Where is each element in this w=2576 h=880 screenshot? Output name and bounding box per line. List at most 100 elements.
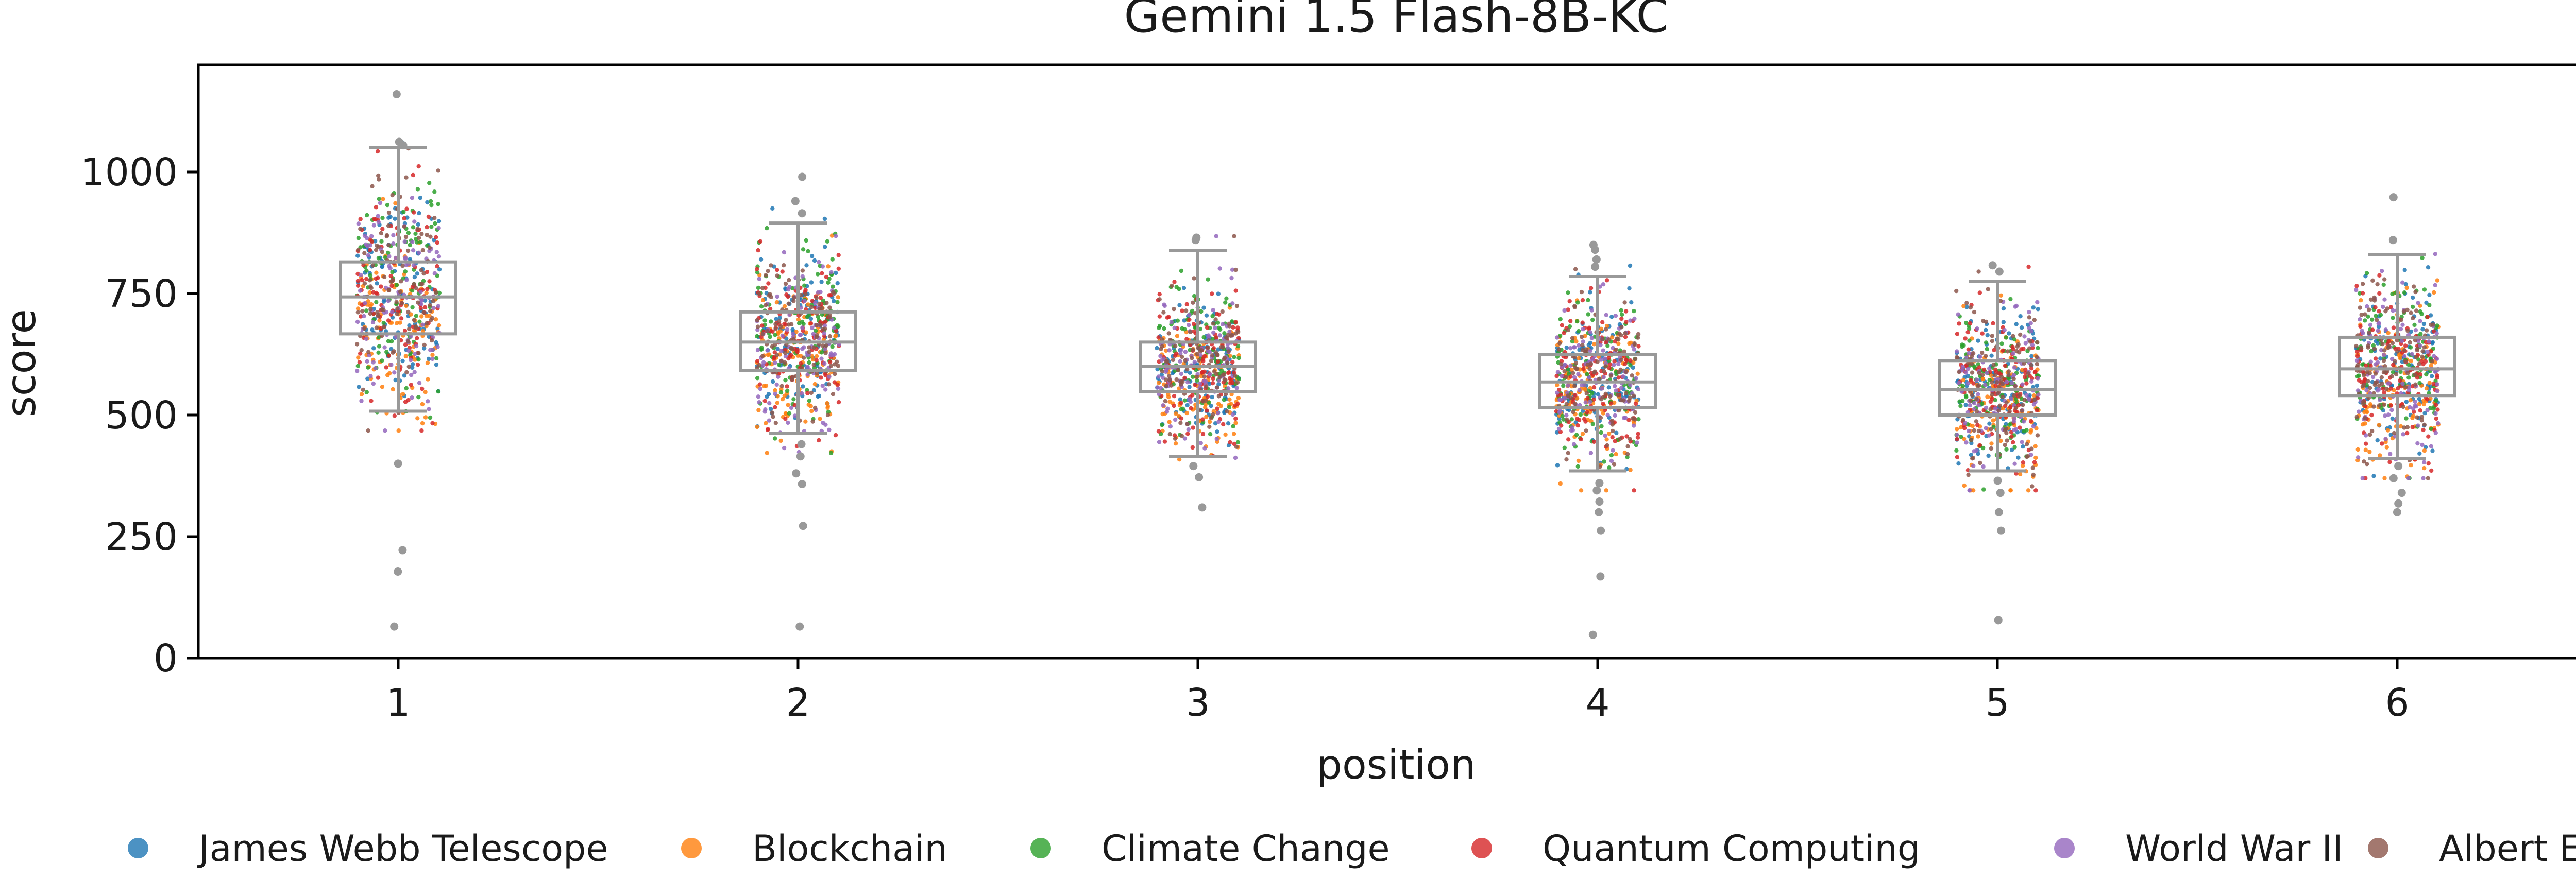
outlier — [1597, 526, 1605, 535]
data-point — [1974, 419, 1979, 424]
data-point — [1208, 372, 1212, 377]
data-point — [760, 286, 765, 290]
data-point — [1623, 309, 1629, 314]
data-point — [369, 234, 374, 238]
data-point — [1576, 329, 1581, 334]
data-point — [369, 302, 374, 307]
data-point — [1990, 396, 1994, 401]
data-point — [827, 305, 832, 310]
data-point — [376, 275, 380, 280]
data-point — [2372, 295, 2377, 300]
data-point — [1233, 421, 1238, 425]
data-point — [760, 332, 765, 336]
data-point — [2035, 383, 2039, 388]
data-point — [1157, 323, 1162, 329]
data-point — [1227, 321, 1231, 326]
data-point — [819, 280, 824, 284]
data-point — [395, 321, 399, 325]
data-point — [755, 376, 760, 381]
data-point — [1173, 343, 1178, 349]
data-point — [436, 254, 442, 259]
data-point — [2369, 412, 2374, 418]
data-point — [1201, 335, 1206, 340]
data-point — [364, 336, 369, 341]
data-point — [2411, 284, 2416, 289]
data-point — [1571, 442, 1577, 446]
data-point — [1984, 426, 1988, 430]
data-point — [1576, 458, 1581, 463]
data-point — [760, 323, 765, 328]
data-point — [1169, 383, 1174, 388]
data-point — [1616, 375, 1621, 380]
data-point — [1167, 374, 1172, 378]
data-point — [1601, 375, 1606, 379]
data-point — [2378, 453, 2382, 458]
data-point — [1564, 457, 1569, 462]
data-point — [1230, 267, 1235, 272]
data-point — [2389, 408, 2394, 412]
data-point — [437, 290, 442, 295]
data-point — [1993, 383, 1998, 388]
data-point — [807, 350, 811, 354]
data-point — [2410, 425, 2415, 429]
data-point — [1989, 441, 1994, 446]
data-point — [1622, 361, 1628, 367]
data-point — [801, 355, 806, 360]
outlier — [2389, 193, 2398, 202]
data-point — [807, 345, 811, 350]
box-body — [2338, 335, 2456, 398]
data-point — [2360, 291, 2365, 296]
data-point — [1217, 375, 1222, 379]
data-point — [1193, 383, 1197, 387]
data-point — [2420, 327, 2425, 332]
data-point — [411, 225, 416, 230]
data-point — [1170, 283, 1174, 288]
data-point — [380, 264, 385, 269]
data-point — [1195, 378, 1199, 383]
data-point — [399, 279, 403, 284]
data-point — [2418, 408, 2422, 413]
data-point — [1235, 325, 1240, 330]
data-point — [378, 200, 383, 205]
data-point — [1970, 456, 1975, 461]
data-point — [427, 356, 431, 361]
data-point — [816, 315, 821, 319]
data-point — [2383, 437, 2388, 441]
outlier — [2397, 489, 2406, 497]
data-point — [778, 324, 783, 329]
data-point — [2384, 387, 2389, 391]
data-point — [788, 354, 792, 359]
data-point — [355, 369, 360, 373]
data-point — [393, 216, 397, 221]
data-point — [1955, 437, 1959, 441]
data-point — [832, 299, 836, 303]
data-point — [1972, 401, 1977, 405]
data-point — [829, 351, 834, 356]
data-point — [2403, 359, 2408, 364]
data-point — [434, 235, 438, 239]
data-point — [1225, 336, 1230, 340]
x-axis-label: position — [1317, 742, 1476, 788]
data-point — [376, 350, 381, 355]
data-point — [433, 290, 438, 295]
data-point — [1159, 347, 1163, 351]
data-point — [1961, 377, 1966, 383]
data-point — [834, 234, 838, 238]
data-point — [816, 272, 820, 277]
data-point — [2001, 306, 2006, 311]
data-point — [1230, 333, 1234, 337]
data-point — [1210, 353, 1215, 358]
data-point — [1163, 377, 1168, 382]
data-point — [783, 411, 788, 416]
data-point — [411, 263, 416, 268]
data-point — [1975, 326, 1979, 331]
data-point — [412, 219, 417, 224]
data-point — [2376, 321, 2381, 326]
data-point — [2374, 314, 2378, 318]
data-point — [428, 309, 433, 314]
data-point — [1173, 436, 1178, 441]
data-point — [376, 173, 381, 178]
data-point — [1959, 434, 1963, 439]
data-point — [770, 206, 775, 211]
data-point — [1983, 383, 1988, 387]
